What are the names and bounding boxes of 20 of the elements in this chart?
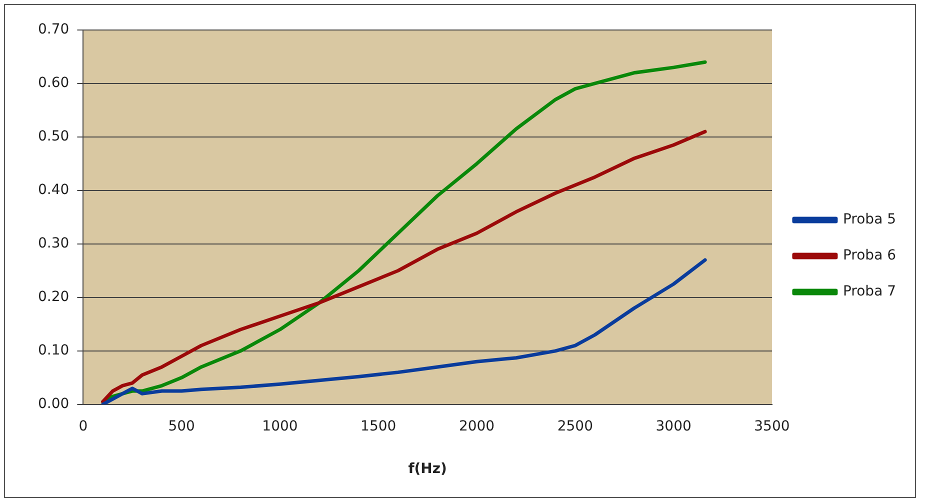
x-tick-label: 3000 [656,418,692,434]
y-tick-label: 0.20 [38,289,70,306]
legend-label: Proba 5 [842,212,896,228]
y-tick-label: 0.30 [38,236,70,252]
y-tick-label: 0.40 [38,182,70,198]
x-tick-label: 0 [78,418,88,434]
x-tick-label: 500 [168,418,195,434]
y-tick-label: 0.60 [38,75,70,92]
x-tick-label: 1000 [262,418,298,434]
legend-label: Proba 7 [842,284,896,300]
y-tick-label: 0.70 [38,22,70,38]
legend-label: Proba 6 [842,248,896,264]
x-tick-label: 3500 [754,418,790,434]
x-tick-label: 1500 [360,418,396,434]
x-axis-title: f(Hz) [408,461,447,478]
y-tick-label: 0.10 [38,342,70,359]
y-tick-label: 0.50 [38,128,70,145]
x-tick-label: 2000 [458,418,495,434]
y-tick-label: 0.00 [38,396,70,412]
x-tick-label: 2500 [557,418,593,434]
